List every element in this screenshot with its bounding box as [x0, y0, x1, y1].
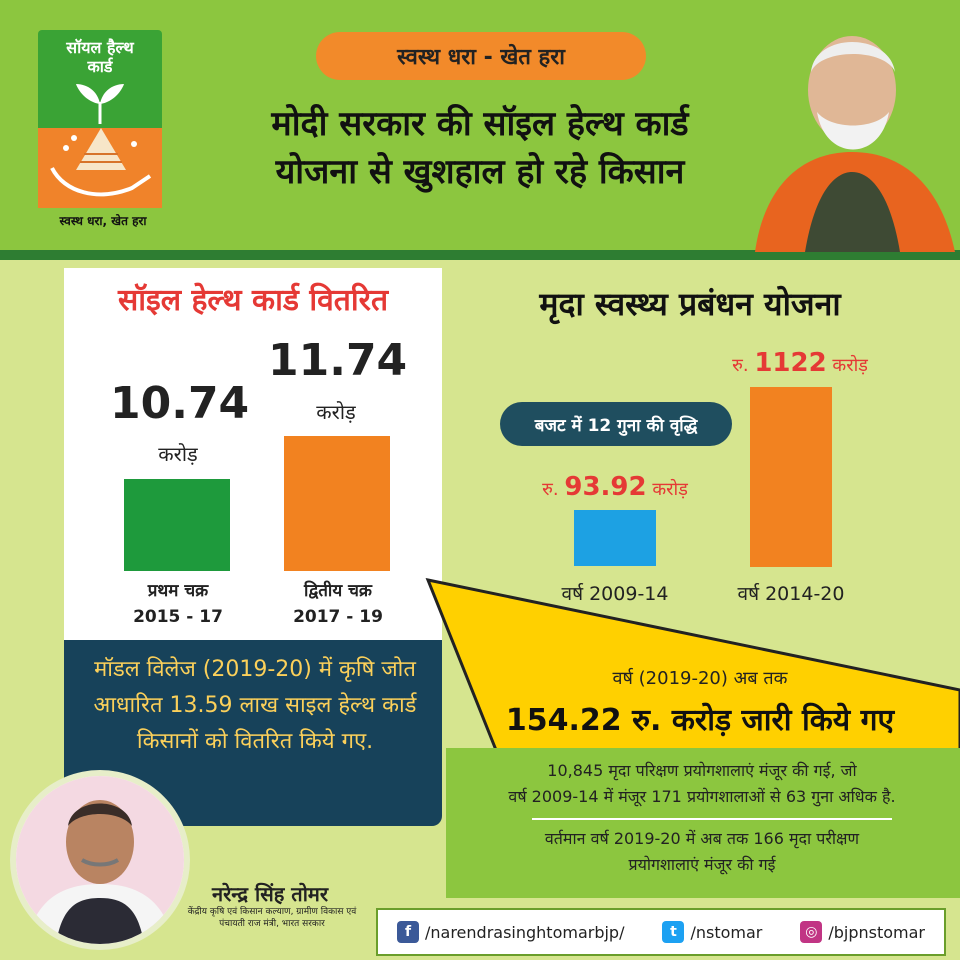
- labs-text-2a: वर्तमान वर्ष 2019-20 में अब तक 166 मृदा …: [544, 829, 860, 848]
- minister-name: नरेन्द्र सिंह तोमर: [211, 882, 329, 906]
- cycle2-years: 2017 - 19: [293, 607, 383, 627]
- cards-panel-title: सॉइल हेल्थ कार्ड वितरित: [117, 283, 389, 318]
- budget-2014-suffix: करोड़: [832, 355, 868, 376]
- cycle1-bar: [124, 479, 230, 571]
- header-divider: [0, 250, 960, 260]
- scheme-title: मृदा स्वस्थ्य प्रबंधन योजना: [539, 285, 841, 323]
- budget-2014-value: 1122: [754, 348, 827, 378]
- budget-growth-pill: बजट में 12 गुना की वृद्धि: [500, 402, 732, 446]
- soil-hand-icon: [50, 128, 152, 197]
- model-village-text: मॉडल विलेज (2019-20) में कृषि जोत आधारित…: [93, 657, 417, 754]
- instagram-handle: /bjpnstomar: [828, 922, 925, 942]
- cycle2-bar: [284, 436, 390, 571]
- budget-2009-suffix: करोड़: [652, 479, 688, 500]
- logo-title: सॉयल हैल्थ कार्ड: [66, 38, 134, 76]
- social-links-bar: f /narendrasinghtomarbjp/ t /nstomar ◎ /…: [376, 908, 946, 956]
- labs-text-2b: प्रयोगशालाएं मंजूर की गई: [628, 855, 776, 874]
- instagram-icon: ◎: [800, 921, 823, 943]
- budget-2009-value: 93.92: [564, 472, 647, 502]
- cycle1-unit: करोड़: [158, 442, 198, 466]
- slogan-pill: स्वस्थ धरा - खेत हरा: [316, 32, 646, 80]
- instagram-link[interactable]: ◎ /bjpnstomar: [800, 921, 925, 943]
- release-triangle: [425, 577, 960, 750]
- labs-text-1b: वर्ष 2009-14 में मंजूर 171 प्रयोगशालाओं …: [508, 787, 896, 806]
- cycle2-unit: करोड़: [316, 400, 356, 424]
- cycle1-name: प्रथम चक्र: [147, 581, 209, 601]
- cycle2-name: द्वितीय चक्र: [304, 581, 372, 601]
- cycle2-label: द्वितीय चक्र 2017 - 19: [260, 578, 416, 630]
- headline-line-2: योजना से खुशहाल हो रहे किसान: [275, 152, 685, 192]
- twitter-icon: t: [662, 921, 685, 943]
- twitter-handle: /nstomar: [690, 922, 763, 942]
- cycle1-value: 10.74: [110, 378, 250, 429]
- budget-2014-bar: [750, 387, 832, 567]
- labs-text-1a: 10,845 मृदा परिक्षण प्रयोगशालाएं मंजूर क…: [547, 761, 857, 780]
- budget-2014-prefix: रु.: [732, 355, 749, 376]
- facebook-icon: f: [396, 921, 419, 943]
- release-amount: 154.22 रु. करोड़ जारी किये गए: [505, 703, 895, 738]
- budget-2009-value-label: रु. 93.92 करोड़: [520, 472, 710, 502]
- minister-photo: [16, 776, 184, 944]
- cycle1-years: 2015 - 17: [133, 607, 223, 627]
- budget-2009-bar: [574, 510, 656, 566]
- labs-info-band: [446, 748, 960, 898]
- logo-caption: स्वस्थ धरा, खेत हरा: [59, 214, 147, 228]
- labs-divider: [532, 818, 892, 820]
- headline-line-1: मोदी सरकार की सॉइल हेल्थ कार्ड: [271, 104, 689, 144]
- budget-2014-value-label: रु. 1122 करोड़: [730, 348, 870, 378]
- minister-portrait: [16, 776, 184, 944]
- prime-minister-portrait: [755, 36, 955, 252]
- budget-2009-prefix: रु.: [542, 479, 559, 500]
- budget-2014-year: वर्ष 2014-20: [737, 583, 845, 605]
- cycle1-label: प्रथम चक्र 2015 - 17: [100, 578, 256, 630]
- twitter-link[interactable]: t /nstomar: [662, 921, 762, 943]
- labs-info-text: 10,845 मृदा परिक्षण प्रयोगशालाएं मंजूर क…: [452, 758, 952, 878]
- facebook-link[interactable]: f /narendrasinghtomarbjp/: [396, 921, 625, 943]
- page-title: मोदी सरकार की सॉइल हेल्थ कार्ड योजना से …: [190, 100, 770, 196]
- minister-designation: केंद्रीय कृषि एवं किसान कल्याण, ग्रामीण …: [187, 907, 357, 929]
- sprout-icon: [76, 84, 124, 124]
- release-caption: वर्ष (2019-20) अब तक: [612, 668, 788, 689]
- cycle2-value: 11.74: [268, 335, 408, 386]
- budget-2009-year: वर्ष 2009-14: [561, 583, 669, 605]
- facebook-handle: /narendrasinghtomarbjp/: [424, 922, 625, 942]
